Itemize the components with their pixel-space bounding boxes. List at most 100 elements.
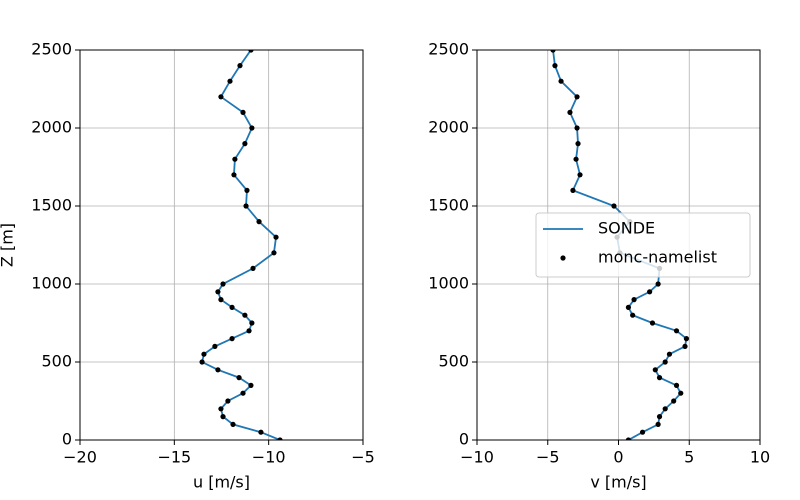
data-point — [232, 156, 238, 162]
data-point — [656, 414, 663, 420]
x-tick-label: −10 — [252, 448, 286, 467]
data-point — [237, 63, 243, 69]
data-point — [244, 187, 250, 193]
data-point — [218, 406, 224, 412]
y-tick-label: 2000 — [428, 118, 469, 137]
axes-frame — [79, 49, 364, 441]
x-tick-label: −10 — [460, 448, 494, 467]
data-point — [230, 421, 236, 427]
data-point — [655, 281, 661, 287]
data-point — [218, 94, 224, 100]
y-tick-label: 1000 — [31, 274, 72, 293]
data-point — [248, 50, 254, 53]
data-point — [662, 406, 668, 412]
data-point — [611, 203, 617, 209]
x-axis-label: v [m/s] — [590, 473, 646, 492]
data-point — [227, 78, 233, 84]
data-point — [249, 320, 255, 326]
data-point — [242, 141, 248, 147]
data-point — [218, 297, 224, 303]
axes-frame — [476, 49, 761, 441]
data-point — [630, 312, 636, 318]
y-axis-label: Z [m] — [0, 223, 17, 267]
data-point — [655, 421, 661, 427]
data-point — [673, 382, 680, 388]
data-point — [215, 289, 221, 295]
data-point — [673, 328, 680, 334]
data-point — [683, 336, 690, 342]
x-tick-label: −5 — [536, 448, 560, 467]
data-point — [271, 250, 277, 256]
data-point — [215, 367, 221, 373]
data-point — [666, 351, 673, 357]
data-point — [625, 304, 632, 310]
data-point — [231, 172, 237, 178]
legend: SONDE monc-namelist — [535, 212, 751, 278]
data-point — [573, 156, 579, 162]
data-point — [220, 414, 226, 420]
data-point — [258, 429, 264, 435]
data-point — [574, 125, 580, 131]
legend-box — [535, 212, 751, 278]
data-point — [570, 187, 576, 193]
data-point — [256, 219, 262, 225]
y-tick-label: 2000 — [31, 118, 72, 137]
data-point — [243, 203, 249, 209]
data-point — [577, 172, 583, 178]
y-tick-label: 2500 — [31, 40, 72, 59]
y-tick-label: 500 — [41, 352, 72, 371]
data-point — [199, 359, 205, 365]
data-point — [662, 359, 668, 365]
legend-label: SONDE — [598, 219, 655, 238]
data-point — [652, 367, 658, 373]
legend-label: monc-namelist — [598, 248, 717, 267]
x-tick-label: 10 — [750, 448, 770, 467]
y-tick-label: 0 — [459, 430, 469, 449]
x-tick-label: −20 — [63, 448, 97, 467]
data-point — [575, 141, 581, 147]
data-point — [671, 398, 677, 404]
data-point — [229, 336, 235, 342]
data-point — [225, 398, 231, 404]
y-tick-label: 1500 — [31, 196, 72, 215]
data-point — [250, 265, 256, 271]
data-point — [550, 50, 556, 53]
x-tick-label: 5 — [684, 448, 694, 467]
x-tick-label: −5 — [351, 448, 375, 467]
data-point — [240, 390, 246, 396]
x-tick-label: −15 — [157, 448, 191, 467]
y-tick-label: 2500 — [428, 40, 469, 59]
plot-area — [199, 50, 283, 440]
data-point — [212, 343, 218, 349]
data-point — [242, 312, 248, 318]
y-tick-label: 1000 — [428, 274, 469, 293]
x-tick-label: 0 — [613, 448, 623, 467]
data-point — [682, 343, 688, 349]
data-point — [649, 320, 656, 326]
data-point — [201, 351, 207, 357]
data-point — [552, 63, 558, 69]
data-point — [625, 437, 632, 440]
y-tick-label: 500 — [438, 352, 469, 371]
data-point — [236, 375, 242, 381]
data-point — [647, 289, 653, 295]
series-line — [201, 50, 281, 440]
y-tick-label: 1500 — [428, 196, 469, 215]
data-point — [220, 281, 226, 287]
data-point — [248, 382, 254, 388]
data-point — [246, 328, 252, 334]
data-point — [229, 304, 235, 310]
data-point — [678, 390, 684, 396]
y-tick-label: 0 — [62, 430, 72, 449]
data-point — [240, 109, 246, 115]
data-point — [249, 125, 255, 131]
data-point — [277, 437, 283, 440]
data-point — [273, 234, 279, 240]
data-point — [574, 94, 580, 100]
data-point — [631, 297, 637, 303]
data-point — [639, 429, 646, 435]
data-point — [558, 78, 564, 84]
data-point — [656, 375, 663, 381]
